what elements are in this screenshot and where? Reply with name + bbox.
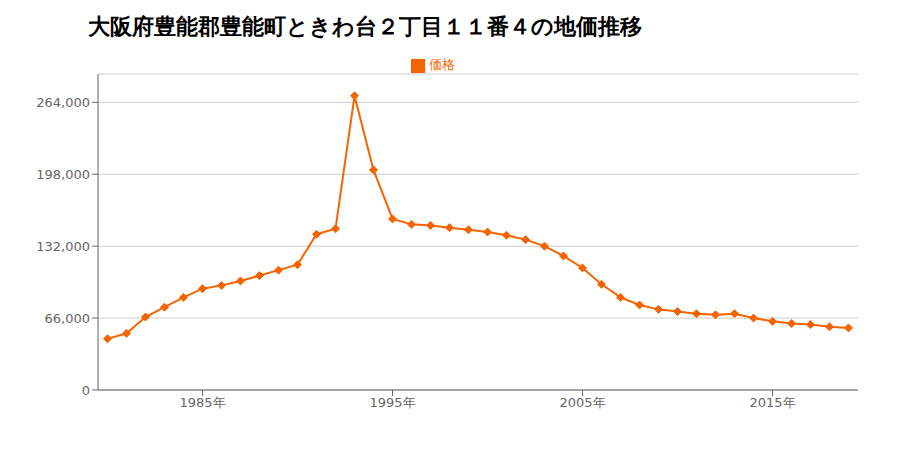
svg-text:132,000: 132,000 <box>36 239 90 254</box>
svg-text:2005年: 2005年 <box>559 395 605 410</box>
svg-text:66,000: 66,000 <box>45 311 91 326</box>
svg-text:2015年: 2015年 <box>749 395 795 410</box>
html-text:価格: 価格 <box>429 57 455 72</box>
html-text:大阪府豊能郡豊能町ときわ台２丁目１１番４の地価推移: 大阪府豊能郡豊能町ときわ台２丁目１１番４の地価推移 <box>88 14 642 39</box>
svg-text:1995年: 1995年 <box>369 395 415 410</box>
svg-text:1985年: 1985年 <box>179 395 225 410</box>
svg-text:0: 0 <box>82 383 90 398</box>
svg-text:198,000: 198,000 <box>36 167 90 182</box>
svg-text:264,000: 264,000 <box>36 95 90 110</box>
